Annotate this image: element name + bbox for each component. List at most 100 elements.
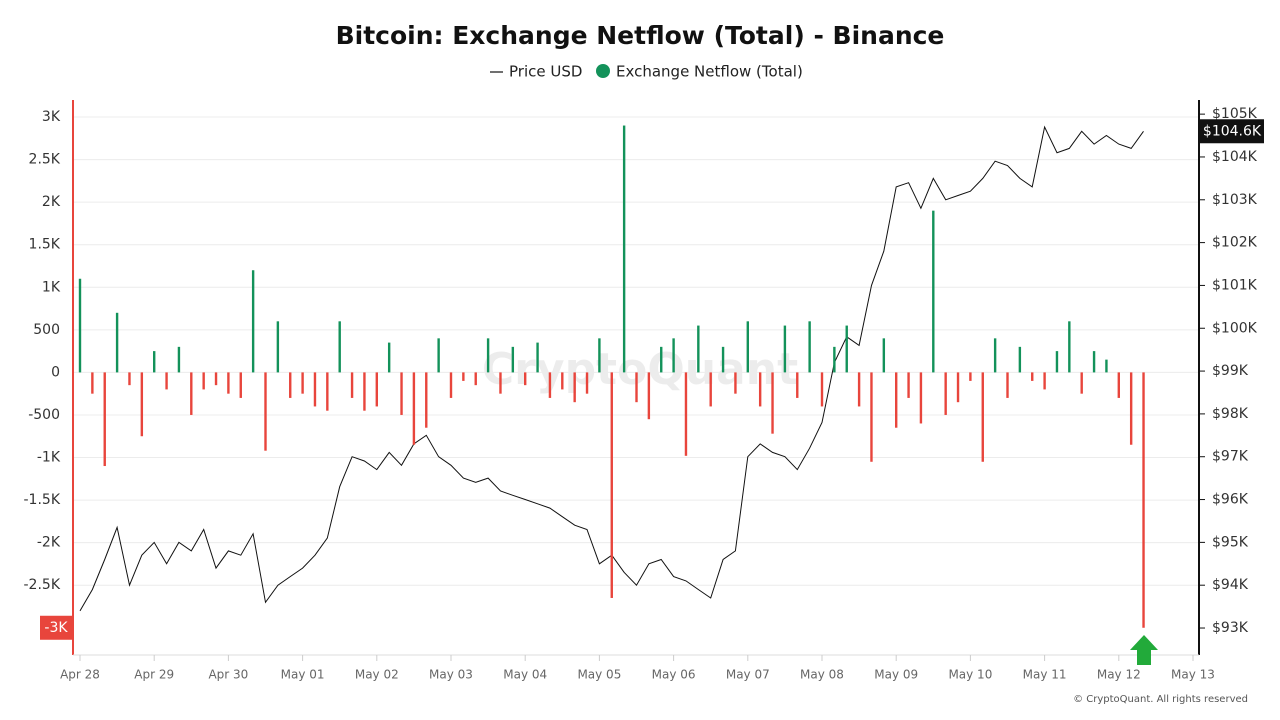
x-tick-label: May 09 xyxy=(874,668,918,682)
netflow-bar xyxy=(289,372,292,398)
netflow-bar xyxy=(895,372,898,428)
netflow-bar xyxy=(400,372,403,415)
y-tick-label: 500 xyxy=(33,322,60,338)
legend-dot-symbol xyxy=(596,64,610,78)
y-tick-label: 0 xyxy=(51,364,60,380)
netflow-bar xyxy=(1080,372,1083,394)
netflow-bar xyxy=(1043,372,1046,390)
value-label-box xyxy=(40,615,72,640)
netflow-bar xyxy=(1092,351,1096,373)
netflow-bar xyxy=(177,346,181,373)
y-tick-label: 2K xyxy=(42,194,61,210)
y2-tick-label: $98K xyxy=(1212,406,1249,422)
netflow-bar xyxy=(1006,372,1009,398)
netflow-bar xyxy=(746,321,749,373)
netflow-bar xyxy=(697,325,700,373)
netflow-bar xyxy=(153,351,156,373)
y2-tick-label: $100K xyxy=(1212,320,1258,336)
netflow-bar xyxy=(227,372,230,394)
netflow-bar xyxy=(944,372,947,415)
y2-tick-label: $96K xyxy=(1212,492,1249,508)
netflow-bar xyxy=(573,372,576,403)
y2-tick-label: $93K xyxy=(1212,620,1249,636)
netflow-bar xyxy=(499,372,502,394)
grid xyxy=(74,116,1198,586)
netflow-bar xyxy=(536,342,539,373)
netflow-bar xyxy=(326,372,329,411)
netflow-bar xyxy=(387,342,391,373)
netflow-bar xyxy=(660,346,663,373)
netflow-bar xyxy=(190,372,193,415)
netflow-bar xyxy=(276,321,280,373)
netflow-bar xyxy=(919,372,923,424)
netflow-bar xyxy=(635,372,638,403)
x-tick-label: Apr 30 xyxy=(208,668,248,682)
netflow-bar xyxy=(91,372,94,394)
y2-tick-label: $102K xyxy=(1212,235,1258,251)
y2-tick-label: $101K xyxy=(1212,277,1258,293)
netflow-bar xyxy=(251,270,255,373)
x-tick-label: Apr 28 xyxy=(60,668,100,682)
legend-label: Exchange Netflow (Total) xyxy=(616,63,803,81)
netflow-bar xyxy=(202,372,205,390)
netflow-bar xyxy=(561,372,564,390)
netflow-bar xyxy=(412,372,416,445)
netflow-bar xyxy=(474,372,477,386)
y-tick-label: -1K xyxy=(37,450,61,466)
netflow-bar xyxy=(1142,372,1145,628)
netflow-bar xyxy=(845,325,848,373)
netflow-bar xyxy=(956,372,960,403)
x-tick-label: May 08 xyxy=(800,668,844,682)
netflow-bar xyxy=(1129,372,1133,445)
y2-tick-label: $97K xyxy=(1212,449,1249,465)
netflow-bar xyxy=(1055,351,1059,373)
netflow-bar xyxy=(684,372,688,456)
netflow-bar xyxy=(449,372,453,398)
netflow-bar xyxy=(598,338,601,373)
netflow-bar xyxy=(425,372,428,428)
netflow-bar xyxy=(833,346,836,373)
value-label-box xyxy=(1200,119,1264,144)
netflow-bar xyxy=(672,338,675,373)
netflow-bar xyxy=(870,372,873,462)
netflow-bar xyxy=(214,372,218,386)
netflow-bar xyxy=(375,372,378,407)
netflow-bar xyxy=(462,372,465,381)
value-label: -3K xyxy=(44,620,68,636)
chart-title: Bitcoin: Exchange Netflow (Total) - Bina… xyxy=(336,21,945,50)
y-tick-label: -1.5K xyxy=(24,492,61,508)
netflow-bar xyxy=(1068,321,1071,373)
legend-label: Price USD xyxy=(509,63,582,81)
netflow-bar xyxy=(758,372,762,407)
x-tick-label: May 01 xyxy=(281,668,325,682)
netflow-bar xyxy=(647,372,651,420)
x-tick-label: May 13 xyxy=(1171,668,1215,682)
netflow-bar xyxy=(1031,372,1034,381)
netflow-bar xyxy=(771,372,774,434)
netflow-bar xyxy=(301,372,304,394)
y2-tick-label: $99K xyxy=(1212,363,1249,379)
x-tick-label: May 04 xyxy=(503,668,547,682)
netflow-bar xyxy=(363,372,366,411)
netflow-bar xyxy=(882,338,886,373)
y2-tick-label: $95K xyxy=(1212,534,1249,550)
copyright: © CryptoQuant. All rights reserved xyxy=(1073,694,1248,705)
y2-tick-label: $94K xyxy=(1212,577,1249,593)
x-tick-label: May 07 xyxy=(726,668,770,682)
netflow-bar xyxy=(857,372,861,407)
x-tick-label: May 06 xyxy=(652,668,696,682)
netflow-bar xyxy=(932,210,935,373)
watermark: CryptoQuant xyxy=(482,344,798,395)
netflow-bar xyxy=(103,372,106,467)
netflow-bar xyxy=(548,372,552,398)
x-tick-label: May 11 xyxy=(1023,668,1067,682)
netflow-bar xyxy=(907,372,910,398)
netflow-bar xyxy=(993,338,997,373)
y-tick-label: -500 xyxy=(28,407,60,423)
netflow-bar xyxy=(350,372,354,398)
x-tick-label: May 02 xyxy=(355,668,399,682)
x-tick-label: May 10 xyxy=(948,668,992,682)
netflow-bar xyxy=(140,372,144,437)
netflow-bar xyxy=(734,372,737,394)
netflow-bar xyxy=(808,321,811,373)
